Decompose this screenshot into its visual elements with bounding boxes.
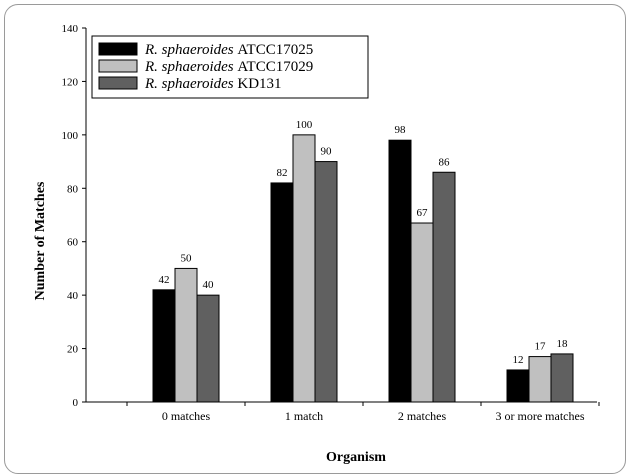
bar [506,369,530,403]
data-label: 98 [395,124,407,136]
x-tick-label: 1 match [285,409,323,423]
bar [174,267,198,403]
bar [270,182,294,403]
data-label: 12 [513,354,524,366]
y-tick-label: 120 [62,76,79,88]
x-axis-title: Organism [326,450,386,465]
bar [388,139,412,403]
data-label: 50 [181,252,193,264]
legend-label: R. sphaeroides ATCC17025 [144,42,313,58]
x-tick-label: 3 or more matches [496,409,585,423]
data-label: 86 [439,156,451,168]
bar [314,161,338,403]
bar [292,134,316,403]
x-tick-label: 2 matches [398,409,447,423]
legend-label: R. sphaeroides ATCC17029 [144,59,313,75]
data-label: 42 [159,274,170,286]
data-label: 82 [277,167,288,179]
y-tick-label: 60 [67,237,79,249]
y-tick-label: 40 [67,290,79,302]
y-axis-title: Number of Matches [33,181,48,300]
legend-box [91,35,369,99]
data-label: 67 [417,207,429,219]
bar [432,171,456,403]
legend-swatch [98,42,138,56]
data-label: 40 [203,279,215,291]
legend-label: R. sphaeroides KD131 [144,76,282,92]
data-label: 100 [296,119,313,131]
bar [196,294,220,403]
data-label: 17 [535,341,547,353]
bar [410,222,434,403]
y-tick-label: 140 [62,23,79,35]
y-tick-label: 80 [67,183,79,195]
axes-group: 0 20 40 60 80 100 120 140 0 matches 1 match 2 matc… [62,23,600,423]
x-tick-label: 0 matches [162,409,211,423]
y-tick-label: 20 [67,344,79,356]
bar [528,356,552,403]
data-label: 18 [557,338,569,350]
legend-swatch [98,76,138,90]
data-label: 90 [321,146,333,158]
bar [550,353,574,403]
bars-group: 42 50 40 82 100 90 98 67 86 12 17 18 [152,119,574,403]
y-tick-label: 0 [73,397,79,409]
y-tick-label: 100 [62,130,79,142]
legend-swatch [98,59,138,73]
bar [152,289,176,403]
